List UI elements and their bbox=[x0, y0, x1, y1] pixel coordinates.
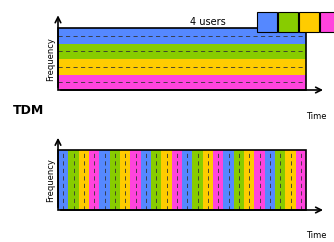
Text: 4 users: 4 users bbox=[190, 17, 225, 27]
Bar bbox=[278, 12, 298, 32]
Text: Time: Time bbox=[306, 112, 326, 121]
Text: Time: Time bbox=[306, 231, 326, 240]
Text: Frequency: Frequency bbox=[46, 37, 55, 81]
Text: TDM: TDM bbox=[13, 104, 45, 117]
Text: Frequency: Frequency bbox=[46, 158, 55, 202]
Bar bbox=[320, 12, 334, 32]
Bar bbox=[299, 12, 319, 32]
Bar bbox=[257, 12, 277, 32]
